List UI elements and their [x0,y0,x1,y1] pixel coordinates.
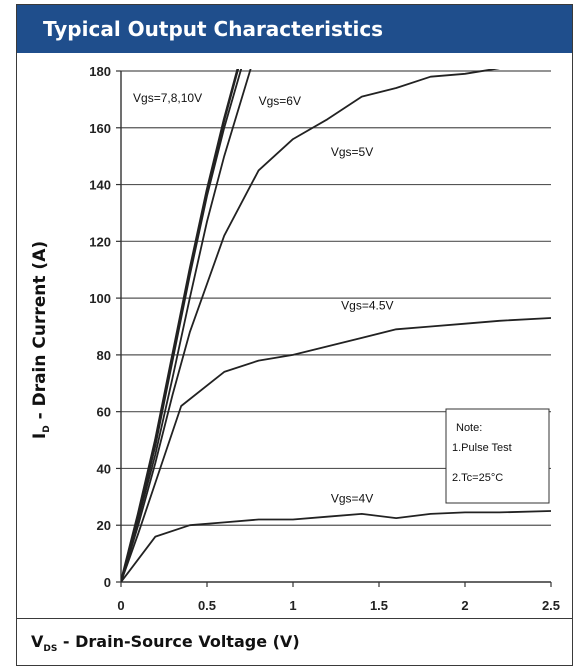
tick-labels: 0 20 40 60 80 100 120 140 160 180 0 0.5 1 1.5 2 2.5 [89,64,560,613]
x-axis-label: VDS - Drain-Source Voltage (V) [17,618,572,666]
y-tick-label-120: 120 [89,234,111,249]
series-label-6: Vgs=4V [331,492,373,506]
y-tick-label-100: 100 [89,291,111,306]
x-tick-label-1.5: 1.5 [370,598,388,613]
series-label-5: Vgs=4.5V [341,298,393,312]
series-line-5 [121,317,551,582]
axes [116,70,552,587]
series-line-3 [121,69,252,582]
x-tick-label-1: 1 [289,598,296,613]
x-tick-label-0: 0 [117,598,124,613]
x-tick-label-2: 2 [461,598,468,613]
note-box-border [445,408,550,504]
y-tick-label-140: 140 [89,178,111,193]
note-title: Note: [456,422,482,434]
y-tick-label-80: 80 [97,348,111,363]
series-line-4 [121,69,500,582]
note-box: Note: 1.Pulse Test 2.Tc=25°C [445,408,550,504]
y-tick-label-0: 0 [104,575,111,590]
chart-title: Typical Output Characteristics [17,5,572,53]
note-line-1: 1.Pulse Test [452,442,512,454]
series-line-6 [121,510,551,582]
y-tick-label-40: 40 [97,461,111,476]
chart-frame: Typical Output Characteristics ID - Drai… [16,4,573,666]
y-tick-label-180: 180 [89,64,111,79]
note-line-2: 2.Tc=25°C [452,472,503,484]
y-tick-label-20: 20 [97,518,111,533]
x-tick-label-0.5: 0.5 [198,598,216,613]
y-tick-label-60: 60 [97,405,111,420]
series-lines [121,69,551,582]
series-line-2 [121,69,243,582]
series-label-1: Vgs=7,8,10V [133,91,202,105]
series-labels: Vgs=7,8,10V Vgs=6V Vgs=5V Vgs=4.5V Vgs=4V [133,91,393,505]
x-tick-label-2.5: 2.5 [542,598,560,613]
series-label-3: Vgs=6V [259,94,301,108]
series-label-4: Vgs=5V [331,145,373,159]
y-tick-label-160: 160 [89,121,111,136]
